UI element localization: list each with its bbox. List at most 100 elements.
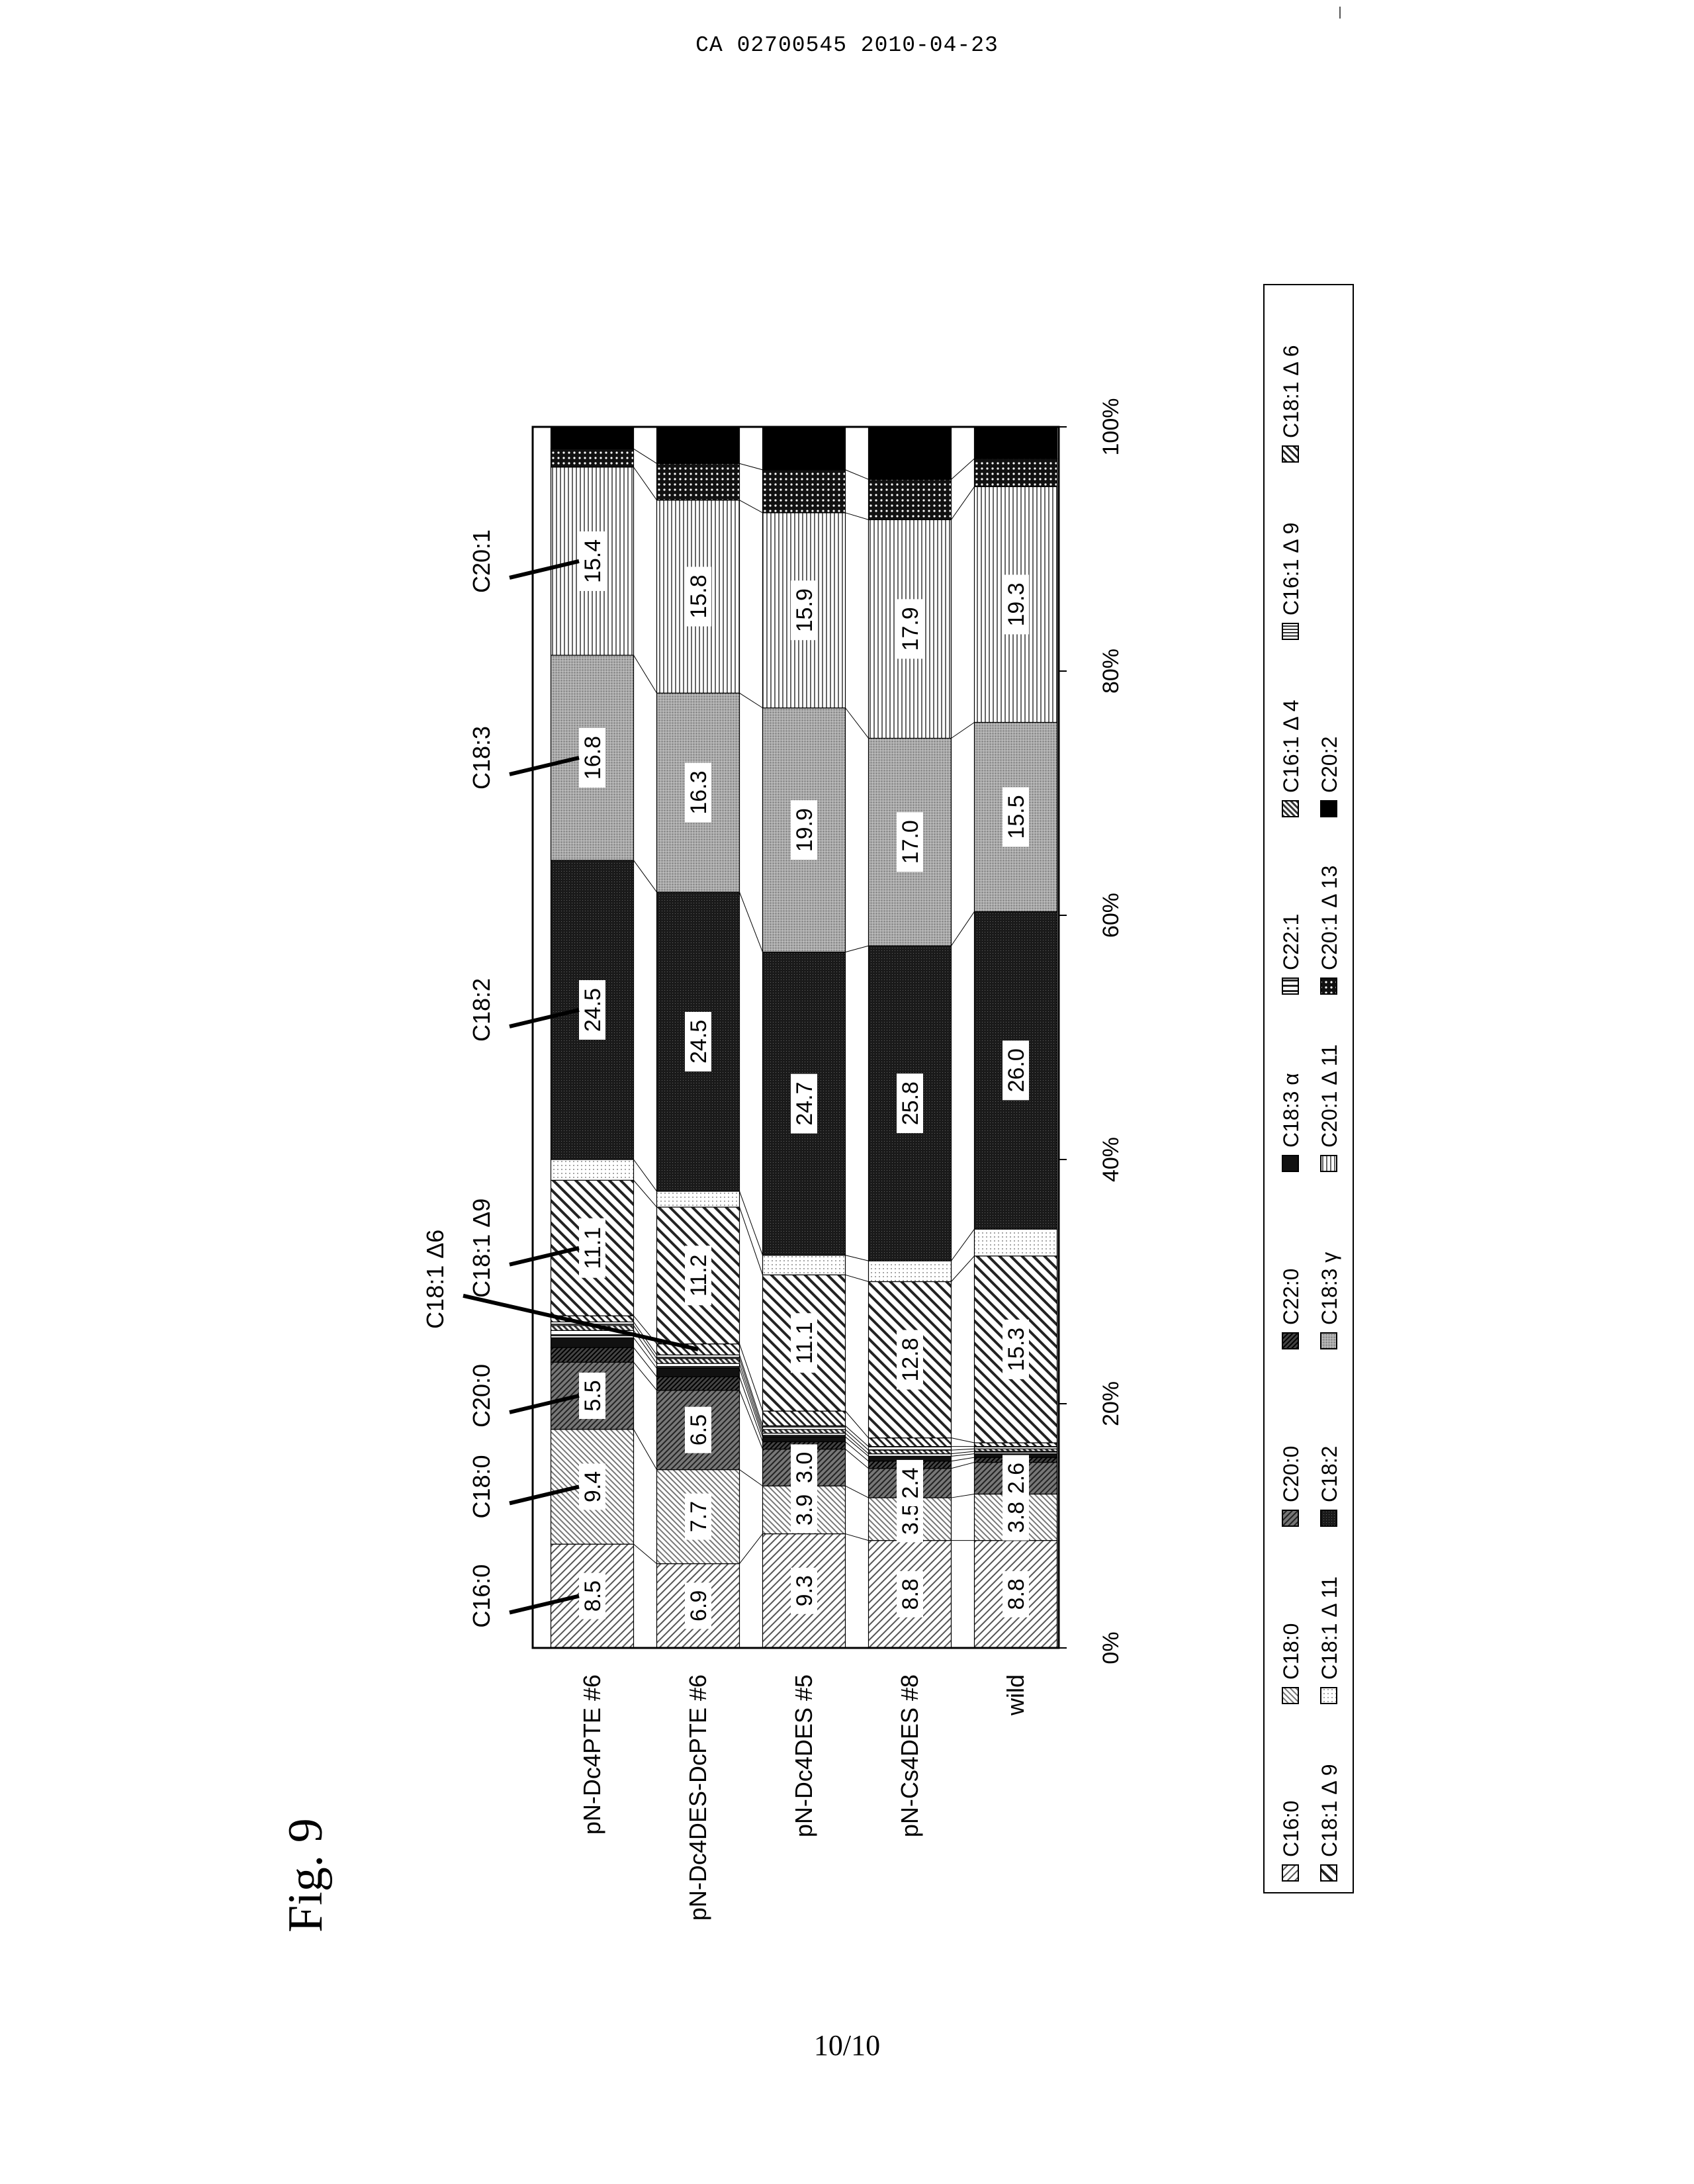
category-label-1: pN-Dc4PTE #6	[578, 1674, 605, 1835]
legend-swatch-c18-1-11	[1321, 1688, 1337, 1704]
series-line-c18-1-11-2	[740, 1191, 763, 1255]
legend-label-c20-0: C20:0	[1279, 1446, 1303, 1502]
svg-text:3.9: 3.9	[792, 1494, 817, 1525]
data-label-c18-3-3: 19.9	[791, 800, 817, 860]
callout-label-c20-1: C20:1	[468, 529, 495, 593]
svg-text:11.2: 11.2	[686, 1254, 711, 1297]
svg-text:15.5: 15.5	[1004, 795, 1029, 839]
legend-swatch-c22-0	[1282, 1333, 1298, 1349]
axis-tick-label-0: 0%	[1098, 1631, 1124, 1664]
svg-text:15.4: 15.4	[580, 539, 605, 583]
legend-label-c16-1-9: C16:1 Δ 9	[1279, 522, 1303, 615]
data-label-c18-1-9-3: 11.1	[791, 1313, 817, 1373]
callout-label-c18-1-6: C18:1 Δ6	[422, 1230, 449, 1329]
svg-text:3.0: 3.0	[792, 1452, 817, 1483]
series-line-c20-0-4	[952, 1463, 975, 1469]
svg-text:9.4: 9.4	[580, 1471, 605, 1502]
data-label-c16-0-5: 8.8	[1003, 1571, 1029, 1617]
svg-text:8.8: 8.8	[898, 1578, 923, 1610]
svg-text:9.3: 9.3	[792, 1575, 817, 1606]
data-label-c18-2-2: 24.5	[685, 1012, 711, 1071]
legend-swatch-c20-1-11	[1321, 1156, 1337, 1171]
series-line-c20-1-11-2	[740, 500, 763, 513]
series-line-c18-3-4	[952, 1454, 975, 1457]
legend-swatch-c18-3	[1321, 1333, 1337, 1349]
data-label-c20-1-11-2: 15.8	[685, 567, 711, 626]
series-line-c20-0-3	[846, 1449, 869, 1469]
bar-segment-c20-2-5	[975, 427, 1057, 459]
data-label-c20-1-11-1: 15.4	[579, 531, 605, 591]
series-line-c20-1-13-3	[846, 470, 869, 479]
data-label-c18-2-1: 24.5	[579, 980, 605, 1040]
svg-text:2.6: 2.6	[1004, 1463, 1029, 1494]
legend-label-c16-0: C16:0	[1279, 1801, 1303, 1857]
series-line-c20-0-1	[634, 1362, 657, 1390]
bar-segment-c18-1-11-5	[975, 1229, 1057, 1256]
svg-text:3.5: 3.5	[898, 1504, 923, 1535]
series-line-c18-2-1	[634, 860, 657, 892]
legend-label-c18-1-9: C18:1 Δ 9	[1317, 1764, 1341, 1857]
bar-segment-c22-0-1	[551, 1347, 634, 1362]
axis-tick-label-1: 20%	[1098, 1381, 1124, 1426]
data-label-c18-0-1: 9.4	[579, 1463, 605, 1510]
legend-swatch-c22-1	[1282, 978, 1298, 994]
data-label-c18-1-9-5: 15.3	[1003, 1320, 1029, 1379]
series-line-c16-0-3	[846, 1534, 869, 1541]
callout-label-c18-1-9: C18:1 Δ9	[468, 1199, 495, 1298]
series-line-c18-1-6-3	[846, 1411, 869, 1438]
svg-text:17.0: 17.0	[898, 820, 923, 864]
series-line-c20-1-11-4	[952, 486, 975, 520]
series-line-c18-1-9-4	[952, 1256, 975, 1282]
svg-text:7.7: 7.7	[686, 1501, 711, 1532]
series-line-c16-1-4-4	[952, 1449, 975, 1450]
series-line-c16-0-2	[740, 1534, 763, 1564]
bar-segment-c18-1-11-2	[657, 1191, 740, 1207]
legend-swatch-c20-1-13	[1321, 978, 1337, 994]
svg-text:15.3: 15.3	[1004, 1328, 1029, 1371]
category-label-2: pN-Dc4DES-DcPTE #6	[684, 1674, 711, 1921]
svg-text:8.5: 8.5	[580, 1580, 605, 1612]
callout-label-c18-2: C18:2	[468, 978, 495, 1042]
axis-tick-label-4: 80%	[1098, 649, 1124, 694]
bar-segment-c18-3-3	[763, 1437, 846, 1441]
data-label-c18-3-5: 15.5	[1003, 787, 1029, 846]
bar-segment-c18-1-6-5	[975, 1443, 1057, 1447]
svg-text:2.4: 2.4	[898, 1467, 923, 1498]
data-label-c20-0-1: 5.5	[579, 1373, 605, 1419]
series-line-c18-0-4	[952, 1494, 975, 1498]
bar-segment-c20-1-13-3	[763, 470, 846, 513]
svg-text:8.8: 8.8	[1004, 1578, 1029, 1610]
axis-tick-label-2: 40%	[1098, 1137, 1124, 1182]
series-line-c18-1-9-1	[634, 1180, 657, 1207]
series-line-c18-1-6-2	[740, 1344, 763, 1412]
legend-swatch-c18-1-6	[1282, 446, 1298, 462]
bar-segment-c16-1-9-3	[763, 1426, 846, 1430]
series-line-c20-1-13-2	[740, 463, 763, 470]
bar-segment-c20-2-4	[869, 427, 952, 479]
bar-segment-c22-0-2	[657, 1377, 740, 1390]
data-label-c20-0-5: 2.6	[1003, 1455, 1029, 1502]
svg-text:19.9: 19.9	[792, 808, 817, 852]
svg-text:26.0: 26.0	[1004, 1048, 1029, 1092]
bar-segment-c18-1-6-3	[763, 1411, 846, 1426]
data-label-c16-0-1: 8.5	[579, 1573, 605, 1619]
series-line-c18-1-11-3	[846, 1255, 869, 1261]
data-label-c18-2-3: 24.7	[791, 1074, 817, 1134]
legend-swatch-c18-0	[1282, 1688, 1298, 1704]
series-line-c18-2-2	[740, 892, 763, 952]
callout-label-c16-0: C16:0	[468, 1565, 495, 1628]
legend-label-c18-3: C18:3 α	[1279, 1073, 1303, 1148]
data-label-c18-2-5: 26.0	[1003, 1040, 1029, 1100]
bar-segment-c20-2-2	[657, 427, 740, 463]
bar-segment-c18-1-11-4	[869, 1261, 952, 1281]
bar-segment-c18-1-6-4	[869, 1438, 952, 1447]
data-label-c18-0-2: 7.7	[685, 1494, 711, 1540]
bar-segment-c16-1-9-2	[657, 1355, 740, 1359]
callout-label-c20-0: C20:0	[468, 1364, 495, 1428]
data-label-c16-0-3: 9.3	[791, 1568, 817, 1614]
series-line-c22-1-4	[952, 1451, 975, 1454]
category-label-5: wild	[1002, 1674, 1029, 1716]
svg-text:25.8: 25.8	[898, 1081, 923, 1125]
bar-segment-c20-1-13-1	[551, 449, 634, 467]
legend-swatch-c16-1-4	[1282, 801, 1298, 817]
